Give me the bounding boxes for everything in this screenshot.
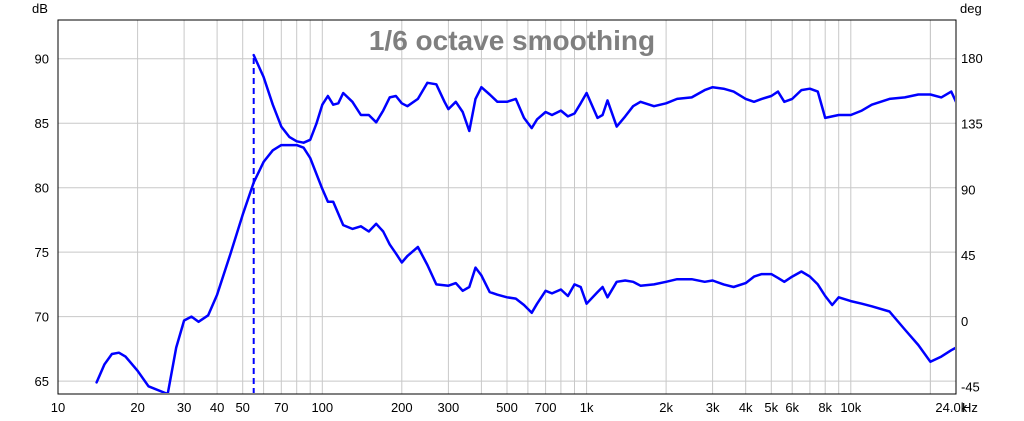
x-tick-labels: 10 20 30 40 50 70 100 200 300 500 700 1k 2k 3k 4k 5k 6k 8… xyxy=(51,400,968,415)
left-tick-label: 75 xyxy=(35,245,49,260)
x-tick-label: 70 xyxy=(274,400,288,415)
x-tick-label: 200 xyxy=(391,400,413,415)
x-tick-label: 40 xyxy=(210,400,224,415)
x-tick-label: 10k xyxy=(840,400,861,415)
plot-area-border xyxy=(57,19,957,395)
left-tick-labels: 90 85 80 75 70 65 xyxy=(35,52,49,389)
left-tick-label: 80 xyxy=(35,181,49,196)
x-tick-label: 8k xyxy=(818,400,832,415)
x-tick-label: 700 xyxy=(535,400,557,415)
x-axis-unit: Hz xyxy=(962,400,978,415)
right-tick-labels: 180 135 90 45 0 -45 xyxy=(961,51,983,395)
x-tick-label: 300 xyxy=(438,400,460,415)
right-tick-label: 180 xyxy=(961,51,983,66)
x-tick-label: 500 xyxy=(496,400,518,415)
right-tick-label: 45 xyxy=(961,248,975,263)
x-tick-label: 3k xyxy=(706,400,720,415)
x-tick-label: 4k xyxy=(739,400,753,415)
left-axis-unit: dB xyxy=(32,1,48,16)
left-tick-label: 85 xyxy=(35,116,49,131)
x-tick-label: 6k xyxy=(785,400,799,415)
right-tick-label: 0 xyxy=(961,314,968,329)
x-tick-label: 100 xyxy=(311,400,333,415)
x-tick-label: 24.0k xyxy=(935,400,967,415)
grid xyxy=(58,20,956,394)
phase-series-line xyxy=(252,53,955,144)
x-tick-label: 50 xyxy=(235,400,249,415)
left-tick-label: 70 xyxy=(35,310,49,325)
right-axis-unit: deg xyxy=(960,1,982,16)
x-tick-label: 1k xyxy=(580,400,594,415)
right-tick-label: 90 xyxy=(961,183,975,198)
x-tick-label: 10 xyxy=(51,400,65,415)
x-tick-label: 20 xyxy=(130,400,144,415)
x-tick-label: 30 xyxy=(177,400,191,415)
series-group xyxy=(95,53,955,393)
right-tick-label: 135 xyxy=(961,117,983,132)
x-tick-label: 5k xyxy=(764,400,778,415)
left-tick-label: 90 xyxy=(35,52,49,67)
x-tick-label: 2k xyxy=(659,400,673,415)
left-tick-label: 65 xyxy=(35,374,49,389)
chart-title: 1/6 octave smoothing xyxy=(369,25,655,56)
spl-series-line xyxy=(95,143,955,393)
right-tick-label: -45 xyxy=(961,380,980,395)
